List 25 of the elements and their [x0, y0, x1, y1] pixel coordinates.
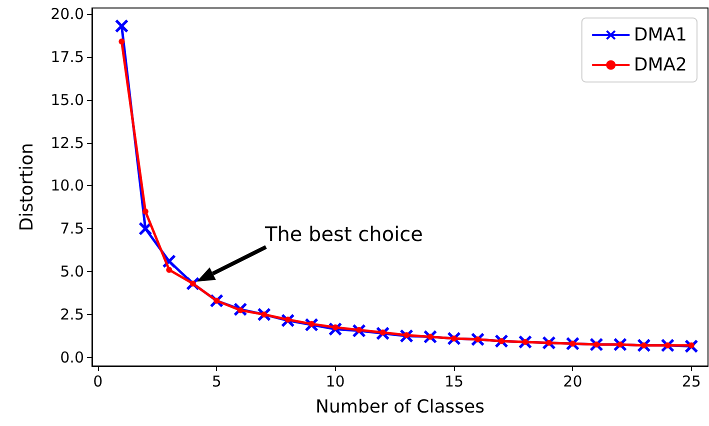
legend-label: DMA1: [634, 24, 687, 46]
y-tick-label: 15.0: [50, 90, 84, 109]
y-tick-label: 20.0: [50, 5, 84, 24]
y-tick-label: 0.0: [60, 348, 84, 366]
x-tick-label: 5: [212, 372, 222, 390]
x-tick-label: 20: [563, 372, 582, 390]
y-tick-label: 17.5: [50, 48, 84, 66]
point: [138, 222, 152, 236]
x-axis-title: Number of Classes: [316, 396, 484, 418]
point: [118, 38, 125, 44]
y-tick-label: 7.5: [60, 220, 84, 238]
y-tick-label: 12.5: [50, 134, 84, 152]
point: [142, 208, 148, 214]
x-tick-label: 15: [444, 372, 464, 390]
y-tick-label: 2.5: [60, 305, 84, 324]
y-tick-label: 5.0: [60, 262, 84, 281]
y-tick-label: 10.0: [50, 176, 84, 195]
annotation: The best choice: [264, 222, 423, 246]
point: [115, 20, 128, 33]
y-axis-title: Distortion: [16, 142, 38, 232]
x-tick-label: 0: [93, 372, 103, 390]
x-tick-label: 25: [682, 372, 701, 390]
point: [166, 266, 172, 273]
legend-label: DMA2: [634, 54, 687, 76]
x-tick-label: 10: [326, 372, 345, 390]
